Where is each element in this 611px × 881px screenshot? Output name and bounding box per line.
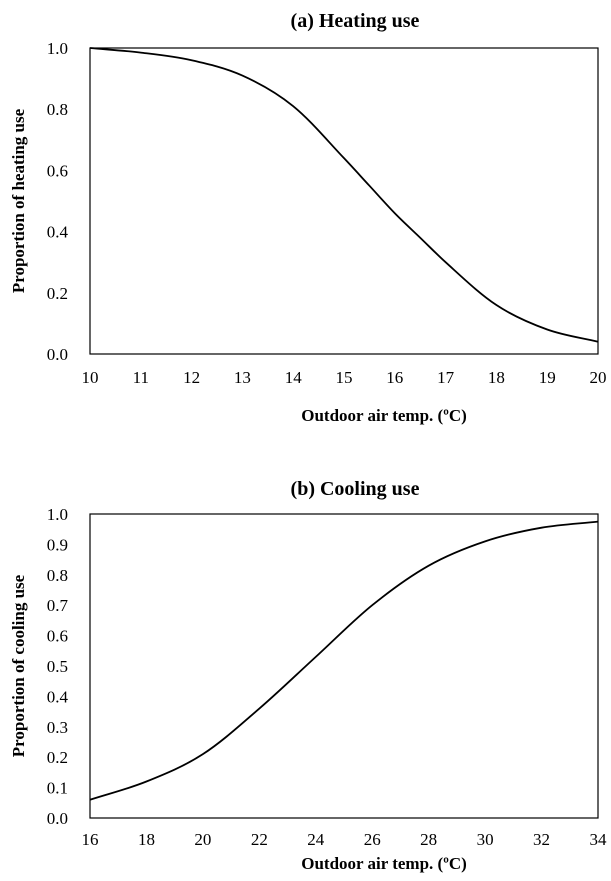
heating-x-tick-label: 13 — [234, 368, 251, 387]
heating-x-tick-label: 15 — [336, 368, 353, 387]
cooling-x-axis-label: Outdoor air temp. (ºC) — [301, 854, 467, 873]
heating-y-tick-label: 0.2 — [47, 284, 68, 303]
heating-x-tick-label: 19 — [539, 368, 556, 387]
cooling-y-tick-label: 0.5 — [47, 657, 68, 676]
cooling-x-tick-label: 28 — [420, 830, 437, 849]
heating-y-ticks: 0.0 0.2 0.4 0.6 0.8 1.0 — [47, 39, 69, 364]
heating-x-tick-label: 17 — [437, 368, 455, 387]
cooling-y-tick-label: 0.4 — [47, 687, 69, 706]
heating-x-tick-label: 11 — [133, 368, 149, 387]
cooling-use-curve — [89, 520, 599, 801]
heating-x-tick-label: 16 — [386, 368, 403, 387]
cooling-x-tick-label: 26 — [364, 830, 381, 849]
heating-plot-frame — [89, 47, 599, 355]
heating-x-tick-label: 10 — [82, 368, 99, 387]
cooling-x-tick-label: 20 — [194, 830, 211, 849]
cooling-x-tick-label: 24 — [307, 830, 325, 849]
cooling-chart: (b) Cooling use 0.0 0.1 0.2 0.3 0.4 0.5 0.6 0.7… — [9, 478, 607, 873]
heating-y-tick-label: 1.0 — [47, 39, 68, 58]
heating-y-tick-label: 0.6 — [47, 161, 68, 180]
heating-y-axis-label: Proportion of heating use — [9, 108, 28, 293]
heating-use-curve — [89, 47, 599, 343]
heating-x-ticks: 10 11 12 13 14 15 16 17 18 19 20 — [82, 368, 607, 387]
heating-chart: (a) Heating use 0.00.20.40.60.81.0 10 11 1… — [9, 10, 607, 425]
cooling-plot-frame — [89, 513, 599, 819]
cooling-y-tick-label: 0.9 — [47, 535, 68, 554]
cooling-y-tick-label: 0.7 — [47, 596, 69, 615]
heating-y-tick-label: 0.4 — [47, 223, 69, 242]
cooling-x-tick-label: 34 — [590, 830, 608, 849]
heating-y-tick-label: 0.0 — [47, 345, 68, 364]
cooling-x-tick-label: 18 — [138, 830, 155, 849]
heating-x-axis-label: Outdoor air temp. (ºC) — [301, 406, 467, 425]
cooling-x-ticks: 16 18 20 22 24 26 28 30 32 34 — [82, 830, 608, 849]
cooling-y-tick-label: 0.3 — [47, 718, 68, 737]
heating-x-tick-label: 12 — [183, 368, 200, 387]
cooling-y-axis-label: Proportion of cooling use — [9, 574, 28, 757]
cooling-y-tick-label: 1.0 — [47, 505, 68, 524]
cooling-y-tick-label: 0.6 — [47, 627, 68, 646]
heating-y-tick-label: 0.8 — [47, 100, 68, 119]
cooling-chart-title: (b) Cooling use — [291, 478, 420, 500]
cooling-y-tick-label: 0.1 — [47, 779, 68, 798]
cooling-y-tick-label: 0.0 — [47, 809, 68, 828]
heating-x-tick-label: 14 — [285, 368, 303, 387]
cooling-x-tick-label: 32 — [533, 830, 550, 849]
cooling-y-tick-label: 0.2 — [47, 748, 68, 767]
heating-x-tick-label: 18 — [488, 368, 505, 387]
cooling-x-tick-label: 30 — [477, 830, 494, 849]
cooling-y-ticks: 0.0 0.1 0.2 0.3 0.4 0.5 0.6 0.7 0.8 0.9 1.0 — [47, 505, 69, 828]
cooling-y-tick-label: 0.8 — [47, 566, 68, 585]
cooling-x-tick-label: 16 — [82, 830, 99, 849]
heating-chart-title: (a) Heating use — [291, 10, 420, 32]
cooling-x-tick-label: 22 — [251, 830, 268, 849]
heating-x-tick-label: 20 — [590, 368, 607, 387]
